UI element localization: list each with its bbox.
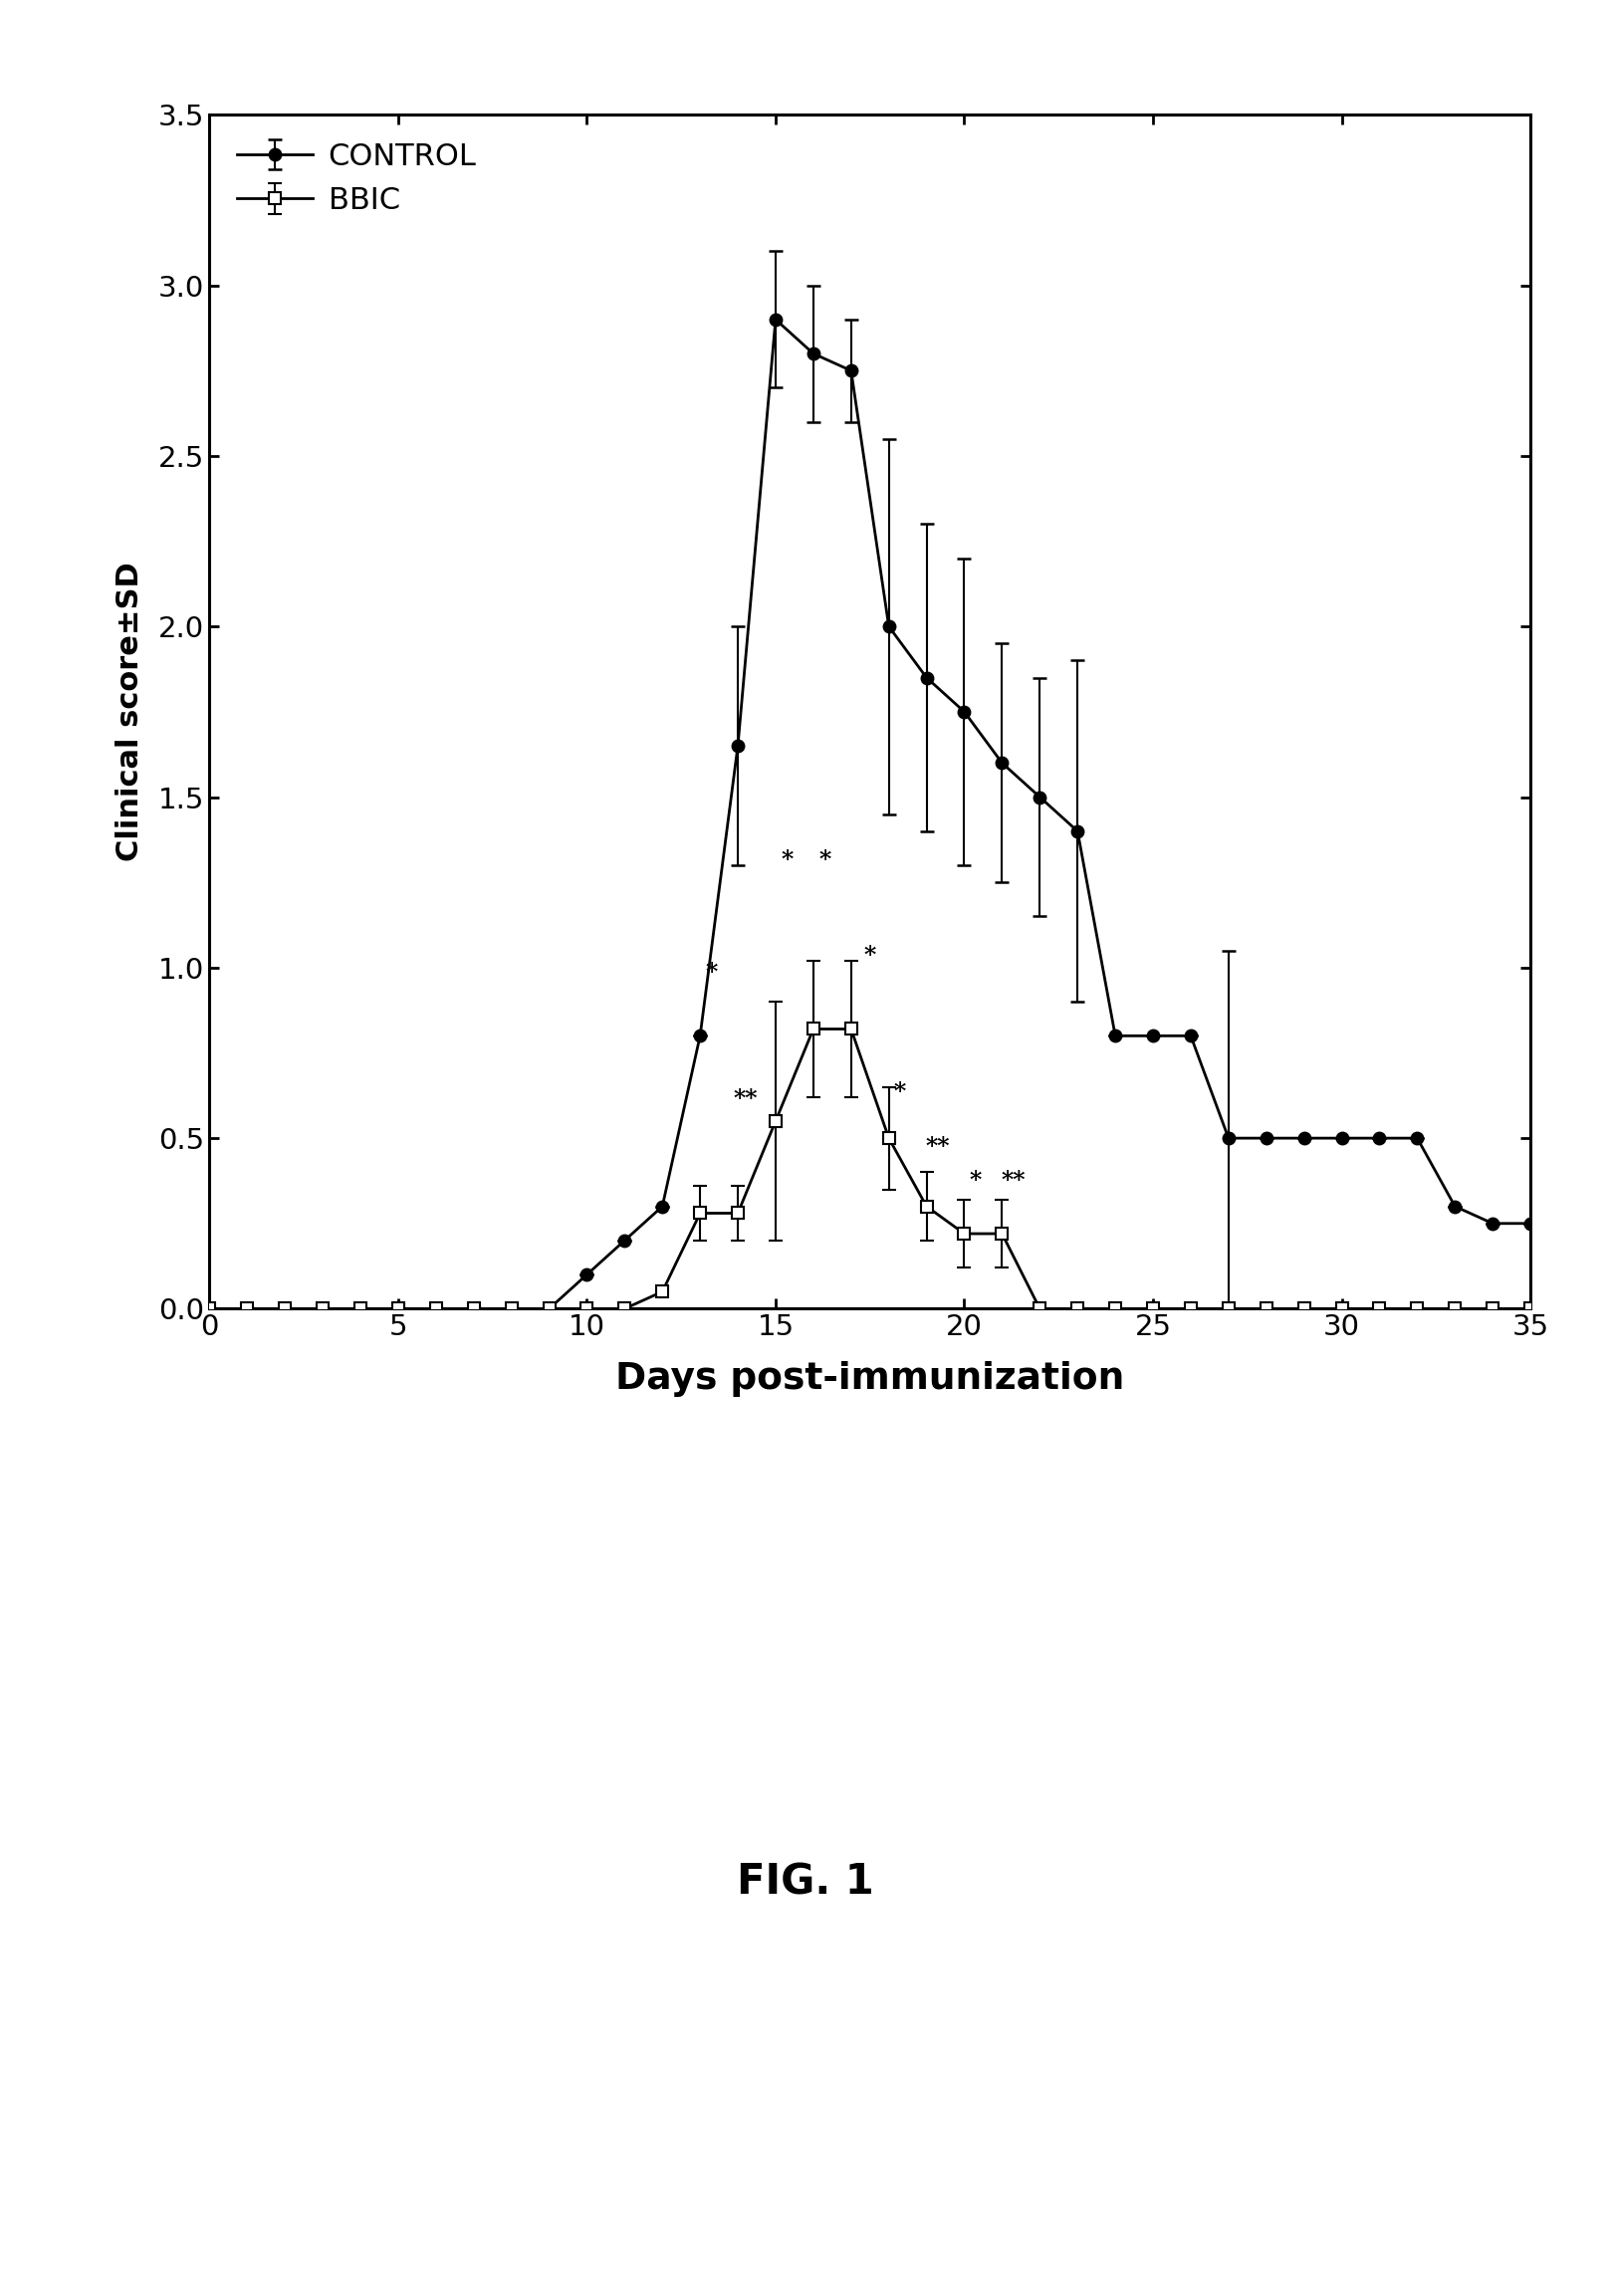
Text: **: **: [733, 1086, 757, 1111]
Legend: CONTROL, BBIC: CONTROL, BBIC: [224, 131, 488, 227]
Text: FIG. 1: FIG. 1: [736, 1862, 875, 1903]
X-axis label: Days post-immunization: Days post-immunization: [615, 1362, 1124, 1396]
Y-axis label: Clinical score±SD: Clinical score±SD: [116, 563, 145, 861]
Text: **: **: [926, 1134, 950, 1159]
Text: *: *: [781, 847, 793, 872]
Text: **: **: [1000, 1169, 1026, 1192]
Text: *: *: [894, 1079, 907, 1104]
Text: *: *: [706, 960, 717, 985]
Text: *: *: [818, 847, 831, 872]
Text: *: *: [863, 944, 876, 967]
Text: *: *: [970, 1169, 981, 1192]
